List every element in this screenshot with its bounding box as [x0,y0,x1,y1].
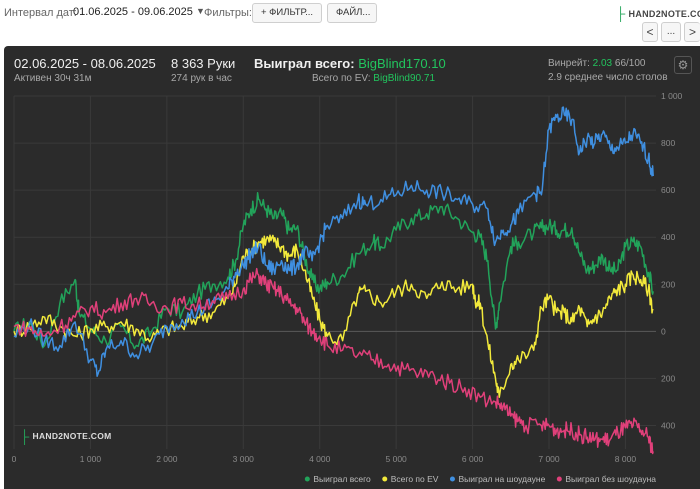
won-total-value: BigBlind170.10 [358,56,446,71]
x-tick-label: 7 000 [538,454,560,464]
top-toolbar: Интервал дат: 01.06.2025 - 09.06.2025 ▼ … [0,0,700,44]
x-tick-label: 2 000 [156,454,178,464]
won-total-label: Выиграл всего: [254,56,355,71]
file-button[interactable]: ФАЙЛ... [327,3,377,23]
x-tick-label: 1 000 [80,454,102,464]
series-line [13,234,654,398]
hands-per-hour: 274 рук в час [171,73,232,84]
x-tick-label: 8 000 [615,454,637,464]
x-tick-label: 4 000 [309,454,331,464]
x-tick-label: 0 [12,454,17,464]
graph-panel: 0 1 000 2 000 3 000 4 000 5 000 6 000 7 000 8 00… [4,46,700,489]
y-tick-label: 400 [661,232,675,242]
x-tick-label: 6 000 [462,454,484,464]
winrate-value: 2.03 [592,58,613,69]
y-tick-label: 600 [661,185,675,195]
won-total: Выиграл всего: BigBlind170.10 [254,56,446,71]
legend-label: Всего по EV [391,474,439,484]
filters-label: Фильтры: [204,7,252,19]
y-tick-label: 200 [661,279,675,289]
winrate-label: Винрейт: [548,58,590,69]
nav-next-button[interactable]: > [684,22,700,42]
gear-icon[interactable]: ⚙ [674,56,692,74]
date-range-value: 01.06.2025 - 09.06.2025 [73,6,193,18]
avg-players: 2.9 среднее число столов [548,72,668,83]
y-tick-label: 1 000 [661,91,683,101]
ev-total: Всего по EV: BigBlind90.71 [312,73,435,84]
x-tick-label: 3 000 [233,454,255,464]
profit-chart: 0 1 000 2 000 3 000 4 000 5 000 6 000 7 000 8 00… [12,91,683,484]
logo-icon: ├ [616,6,626,21]
period-text: 02.06.2025 - 08.06.2025 [14,56,156,71]
nav-prev-button[interactable]: < [642,22,658,42]
chevron-down-icon: ▼ [195,6,205,16]
y-tick-label: 400 [661,420,675,430]
legend-marker [304,476,310,482]
ev-label: Всего по EV: [312,73,371,84]
logo-icon: ├ [20,429,30,444]
winrate-rest: 66/100 [614,58,646,69]
x-tick-label: 5 000 [386,454,408,464]
legend-label: Выиграл на шоудауне [458,474,545,484]
legend-label: Выиграл без шоудауна [565,474,656,484]
active-time: Активен 30ч 31м [14,73,92,84]
y-tick-label: 0 [661,326,666,336]
ev-value: BigBlind90.71 [373,73,436,84]
series-line [13,267,654,455]
interval-label: Интервал дат: [4,7,77,19]
winrate: Винрейт: 2.03 66/100 [548,58,645,69]
hands-count: 8 363 Руки [171,56,236,71]
y-tick-label: 200 [661,373,675,383]
date-range-selector[interactable]: 01.06.2025 - 09.06.2025 ▼ [73,6,205,18]
legend-label: Выиграл всего [313,474,371,484]
nav-more-button[interactable]: ... [661,22,681,42]
add-filter-button[interactable]: + ФИЛЬТР... [252,3,322,23]
legend-marker [556,476,562,482]
series-line [13,192,654,350]
y-tick-label: 800 [661,138,675,148]
legend-marker [382,476,388,482]
series-line [13,106,654,377]
legend-marker [449,476,455,482]
chart-watermark: ├ HAND2NOTE.COM [20,429,112,444]
hand2note-logo: ├HAND2NOTE.COM [616,6,700,21]
